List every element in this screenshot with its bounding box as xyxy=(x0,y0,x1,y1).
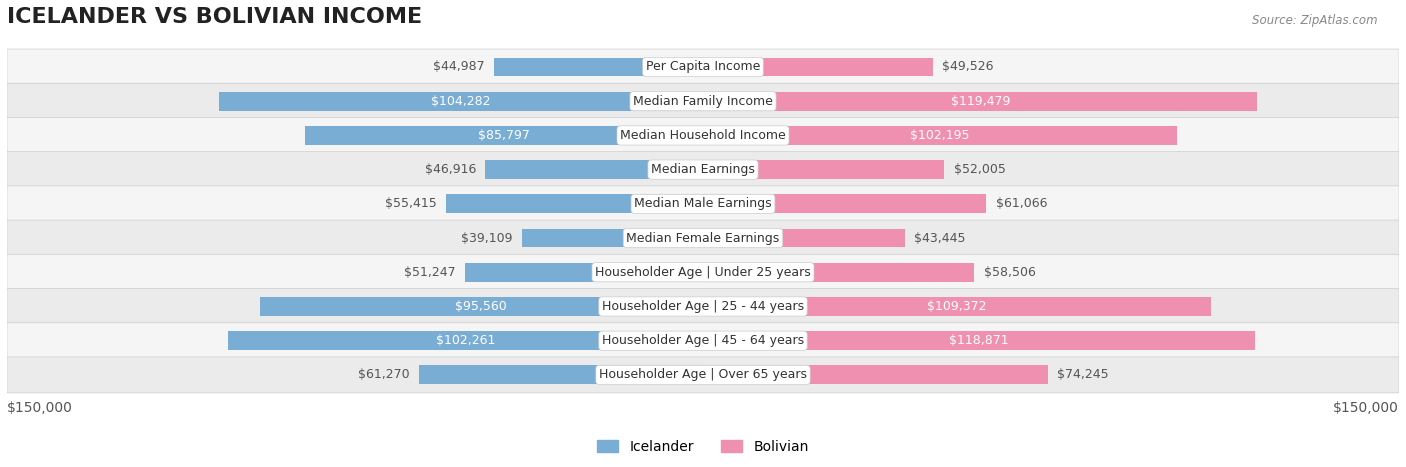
Text: $51,247: $51,247 xyxy=(405,266,456,279)
Text: Median Male Earnings: Median Male Earnings xyxy=(634,198,772,210)
FancyBboxPatch shape xyxy=(7,49,1399,85)
Bar xyxy=(703,126,1177,145)
Text: Source: ZipAtlas.com: Source: ZipAtlas.com xyxy=(1253,14,1378,27)
Text: $44,987: $44,987 xyxy=(433,61,485,73)
Bar xyxy=(703,297,1211,316)
Bar xyxy=(465,263,703,282)
Text: $109,372: $109,372 xyxy=(927,300,987,313)
Text: Householder Age | 25 - 44 years: Householder Age | 25 - 44 years xyxy=(602,300,804,313)
Bar xyxy=(219,92,703,111)
Legend: Icelander, Bolivian: Icelander, Bolivian xyxy=(591,433,815,460)
Text: Householder Age | Under 25 years: Householder Age | Under 25 years xyxy=(595,266,811,279)
FancyBboxPatch shape xyxy=(7,357,1399,393)
FancyBboxPatch shape xyxy=(7,220,1399,256)
FancyBboxPatch shape xyxy=(7,255,1399,290)
Text: $58,506: $58,506 xyxy=(984,266,1036,279)
Text: $85,797: $85,797 xyxy=(478,129,530,142)
Text: ICELANDER VS BOLIVIAN INCOME: ICELANDER VS BOLIVIAN INCOME xyxy=(7,7,422,27)
Text: $104,282: $104,282 xyxy=(432,95,491,108)
Bar xyxy=(305,126,703,145)
Bar xyxy=(703,229,904,248)
Bar xyxy=(228,331,703,350)
FancyBboxPatch shape xyxy=(7,186,1399,222)
FancyBboxPatch shape xyxy=(7,83,1399,119)
Bar xyxy=(495,57,703,77)
Text: $150,000: $150,000 xyxy=(7,401,73,415)
Bar xyxy=(446,194,703,213)
Text: $55,415: $55,415 xyxy=(385,198,437,210)
Text: $52,005: $52,005 xyxy=(953,163,1005,176)
Bar xyxy=(419,366,703,384)
Text: Median Earnings: Median Earnings xyxy=(651,163,755,176)
Text: $118,871: $118,871 xyxy=(949,334,1008,347)
Bar xyxy=(703,160,945,179)
Text: $43,445: $43,445 xyxy=(914,232,966,245)
Text: Householder Age | Over 65 years: Householder Age | Over 65 years xyxy=(599,368,807,382)
Text: Median Family Income: Median Family Income xyxy=(633,95,773,108)
Text: $95,560: $95,560 xyxy=(456,300,508,313)
Bar xyxy=(703,263,974,282)
Text: $102,261: $102,261 xyxy=(436,334,495,347)
FancyBboxPatch shape xyxy=(7,289,1399,325)
FancyBboxPatch shape xyxy=(7,152,1399,188)
Text: $49,526: $49,526 xyxy=(942,61,994,73)
Text: Per Capita Income: Per Capita Income xyxy=(645,61,761,73)
Text: Householder Age | 45 - 64 years: Householder Age | 45 - 64 years xyxy=(602,334,804,347)
Text: Median Household Income: Median Household Income xyxy=(620,129,786,142)
Text: $74,245: $74,245 xyxy=(1057,368,1108,382)
Bar xyxy=(703,92,1257,111)
Text: Median Female Earnings: Median Female Earnings xyxy=(627,232,779,245)
Text: $119,479: $119,479 xyxy=(950,95,1010,108)
Bar xyxy=(703,331,1254,350)
Bar xyxy=(260,297,703,316)
Text: $61,270: $61,270 xyxy=(357,368,409,382)
Bar xyxy=(703,194,987,213)
Bar xyxy=(703,366,1047,384)
FancyBboxPatch shape xyxy=(7,118,1399,153)
Bar xyxy=(485,160,703,179)
FancyBboxPatch shape xyxy=(7,323,1399,359)
Bar xyxy=(703,57,932,77)
Text: $150,000: $150,000 xyxy=(1333,401,1399,415)
Text: $39,109: $39,109 xyxy=(461,232,512,245)
Bar xyxy=(522,229,703,248)
Text: $46,916: $46,916 xyxy=(425,163,477,176)
Text: $102,195: $102,195 xyxy=(910,129,970,142)
Text: $61,066: $61,066 xyxy=(995,198,1047,210)
